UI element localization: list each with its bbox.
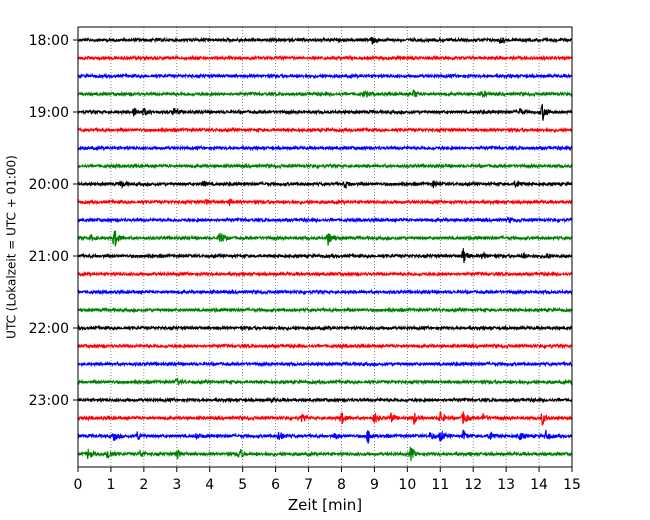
trace-2045	[77, 230, 573, 247]
trace-2330	[77, 429, 573, 444]
x-tick-label: 6	[271, 477, 280, 493]
y-tick-label: 23:00	[29, 393, 69, 409]
y-tick-label: 18:00	[29, 33, 69, 49]
trace-2345	[77, 446, 573, 462]
trace-2030	[77, 216, 573, 224]
x-tick-label: 4	[205, 477, 214, 493]
y-tick-label: 20:00	[29, 177, 69, 193]
y-tick-label: 19:00	[29, 105, 69, 121]
trace-2145	[77, 306, 573, 314]
trace-2200	[77, 324, 573, 332]
trace-1930	[77, 144, 573, 152]
trace-1800	[77, 36, 573, 45]
y-axis-label: UTC (Lokalzeit = UTC + 01:00)	[5, 155, 19, 339]
x-tick-label: 3	[172, 477, 181, 493]
x-tick-label: 8	[337, 477, 346, 493]
x-tick-label: 11	[431, 477, 449, 493]
trace-2115	[77, 270, 573, 278]
x-axis-ticks: 0 1 2 3 4 5 6 7 8 9 10 11 12 13 14 15	[74, 467, 581, 493]
x-tick-label: 7	[304, 477, 313, 493]
y-tick-label: 22:00	[29, 321, 69, 337]
x-axis-label: Zeit [min]	[288, 496, 362, 514]
x-tick-label: 5	[238, 477, 247, 493]
trace-2130	[77, 288, 573, 296]
trace-2015	[77, 198, 573, 207]
trace-1915	[77, 126, 573, 134]
trace-2215	[77, 342, 573, 350]
y-tick-label: 21:00	[29, 249, 69, 265]
plot-frame	[77, 26, 573, 468]
trace-2230	[77, 360, 573, 368]
trace-1815	[77, 54, 573, 62]
trace-2300	[77, 396, 573, 404]
trace-2315	[77, 411, 573, 426]
trace-1845	[77, 89, 573, 99]
x-tick-label: 12	[464, 477, 482, 493]
trace-1945	[77, 162, 573, 170]
x-tick-label: 9	[370, 477, 379, 493]
trace-1900	[77, 103, 573, 121]
x-tick-label: 10	[398, 477, 416, 493]
x-tick-label: 2	[139, 477, 148, 493]
trace-2000	[77, 179, 573, 190]
trace-2245	[77, 377, 573, 386]
y-axis-ticks: 18:00 19:00 20:00 21:00 22:00 23:00	[29, 33, 78, 409]
x-tick-label: 13	[497, 477, 515, 493]
grid-lines	[110, 27, 540, 467]
x-tick-label: 0	[74, 477, 83, 493]
x-tick-label: 15	[563, 477, 581, 493]
trace-2100	[77, 248, 573, 264]
trace-group	[77, 36, 573, 462]
x-tick-label: 1	[106, 477, 115, 493]
trace-1830	[77, 72, 573, 80]
x-tick-label: 14	[530, 477, 548, 493]
